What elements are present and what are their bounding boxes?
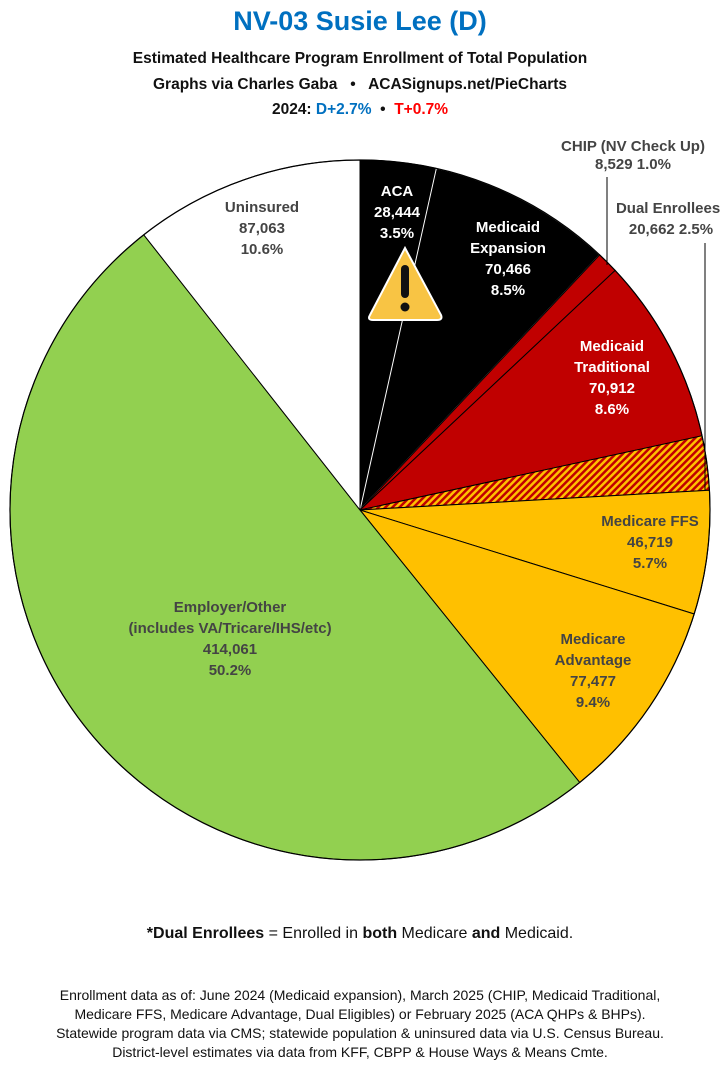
source-line: Medicare FFS, Medicare Advantage, Dual E… — [74, 1006, 646, 1022]
slice-label: Uninsured 87,063 10.6% — [225, 199, 299, 258]
partisan-d: D+2.7% — [315, 101, 372, 118]
chart-subtitle: Estimated Healthcare Program Enrollment … — [132, 50, 588, 67]
chart-title: NV-03 Susie Lee (D) — [233, 6, 487, 36]
partisan-line: 2024: D+2.7% • T+0.7% — [0, 101, 720, 119]
pie-outline — [9, 159, 711, 861]
pie-chart: ACA 28,444 3.5% Medicaid Expansion 70,466 8.5%… — [9, 138, 720, 861]
slice-label: Dual Enrollees* 20,662 2.5% — [616, 200, 720, 238]
source-line: Statewide program data via CMS; statewid… — [56, 1025, 664, 1041]
slice-label: Medicaid Expansion 70,466 8.5% — [470, 219, 546, 299]
credit-line: Graphs via Charles Gaba • ACASignups.net… — [0, 76, 720, 94]
warning-icon — [368, 245, 443, 321]
slice-label: Medicare Advantage 77,477 9.4% — [555, 631, 632, 711]
credit-right: ACASignups.net/PieCharts — [368, 76, 568, 93]
slice-label: Employer/Other (includes VA/Tricare/IHS/e… — [128, 599, 331, 679]
partisan-prefix: 2024: — [271, 101, 312, 118]
bullet: • — [350, 76, 356, 93]
bullet: • — [380, 101, 386, 118]
source-line: District-level estimates via data from K… — [112, 1044, 608, 1060]
slice-label: ACA 28,444 3.5% — [374, 183, 421, 242]
source-notes: Enrollment data as of: June 2024 (Medica… — [0, 986, 720, 1062]
source-line: Enrollment data as of: June 2024 (Medica… — [59, 987, 661, 1003]
slice-label: Medicaid Traditional 70,912 8.6% — [574, 338, 650, 418]
partisan-t: T+0.7% — [394, 101, 449, 118]
slice-label: Medicare FFS 46,719 5.7% — [601, 513, 699, 572]
credit-left: Graphs via Charles Gaba — [152, 76, 338, 93]
dual-enrollees-footnote: *Dual Enrollees = Enrolled in both Medic… — [146, 925, 574, 942]
slice-label: CHIP (NV Check Up) 8,529 1.0% — [561, 138, 705, 173]
